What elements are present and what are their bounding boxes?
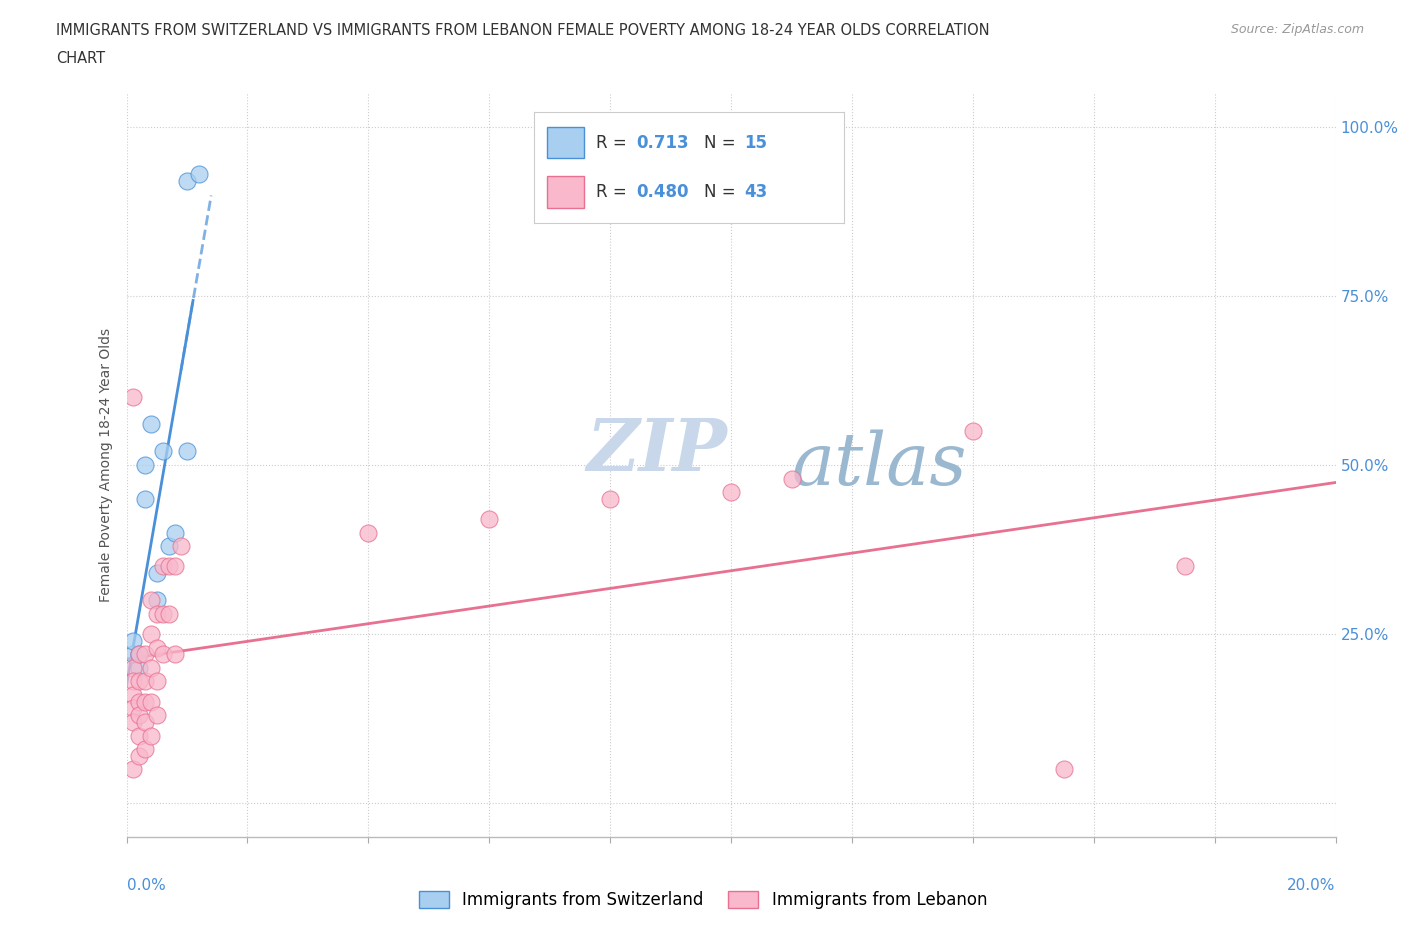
Bar [547,127,583,158]
Text: N =: N = [704,134,741,152]
Text: 0.0%: 0.0% [127,878,166,893]
Point [139,592,162,607]
Point [478,512,501,526]
Point [152,606,174,621]
Text: Source: ZipAtlas.com: Source: ZipAtlas.com [1230,23,1364,36]
Point [139,660,162,675]
Point [134,458,156,472]
Point [780,472,803,486]
Point [163,559,186,574]
Text: CHART: CHART [56,51,105,66]
Text: 0.713: 0.713 [637,134,689,152]
Point [157,538,180,553]
Point [176,444,198,458]
Point [121,701,143,716]
Point [962,424,984,439]
Point [128,647,150,662]
Point [128,674,150,689]
Point [157,559,180,574]
Point [146,606,169,621]
Point [134,674,156,689]
Point [170,538,193,553]
Point [139,728,162,743]
Point [720,485,742,499]
Text: 43: 43 [745,183,768,201]
Point [128,660,150,675]
Text: 20.0%: 20.0% [1288,878,1336,893]
Text: R =: R = [596,183,633,201]
Point [128,695,150,710]
Point [121,687,143,702]
Point [121,674,143,689]
Point [121,762,143,777]
Point [599,491,621,506]
Text: 15: 15 [745,134,768,152]
Point [163,647,186,662]
Point [146,708,169,723]
Legend: Immigrants from Switzerland, Immigrants from Lebanon: Immigrants from Switzerland, Immigrants … [411,883,995,917]
Point [152,647,174,662]
Point [357,525,380,540]
Point [121,633,143,648]
Point [152,559,174,574]
Point [121,714,143,729]
Text: ZIP: ZIP [586,415,727,485]
Point [146,640,169,655]
Point [176,174,198,189]
Point [152,444,174,458]
Point [139,627,162,642]
Point [1053,762,1076,777]
Point [134,695,156,710]
Point [128,749,150,764]
Point [128,708,150,723]
Point [134,741,156,756]
Point [139,695,162,710]
Text: R =: R = [596,134,633,152]
Point [1173,559,1195,574]
Point [134,491,156,506]
Point [128,647,150,662]
Point [134,714,156,729]
Point [121,660,143,675]
Text: atlas: atlas [792,430,967,500]
Point [121,390,143,405]
Point [146,674,169,689]
Bar [547,177,583,207]
Point [146,592,169,607]
Point [134,647,156,662]
Point [157,606,180,621]
Text: IMMIGRANTS FROM SWITZERLAND VS IMMIGRANTS FROM LEBANON FEMALE POVERTY AMONG 18-2: IMMIGRANTS FROM SWITZERLAND VS IMMIGRANT… [56,23,990,38]
Point [163,525,186,540]
Point [146,565,169,580]
Y-axis label: Female Poverty Among 18-24 Year Olds: Female Poverty Among 18-24 Year Olds [98,328,112,602]
Point [139,417,162,432]
Point [121,647,143,662]
Point [188,166,211,181]
Text: N =: N = [704,183,741,201]
Text: 0.480: 0.480 [637,183,689,201]
Point [128,728,150,743]
